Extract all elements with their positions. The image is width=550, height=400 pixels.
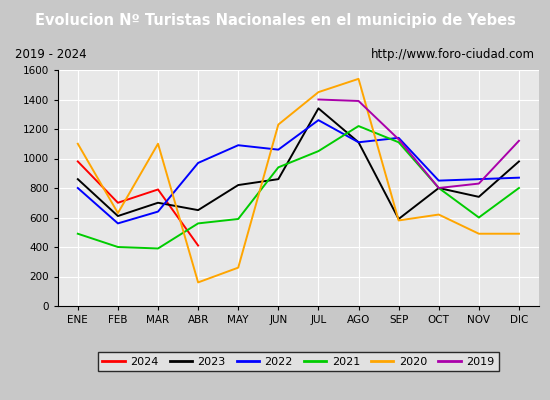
Legend: 2024, 2023, 2022, 2021, 2020, 2019: 2024, 2023, 2022, 2021, 2020, 2019 (98, 352, 499, 371)
Text: 2019 - 2024: 2019 - 2024 (15, 48, 87, 61)
Text: Evolucion Nº Turistas Nacionales en el municipio de Yebes: Evolucion Nº Turistas Nacionales en el m… (35, 14, 515, 28)
Text: http://www.foro-ciudad.com: http://www.foro-ciudad.com (371, 48, 535, 61)
